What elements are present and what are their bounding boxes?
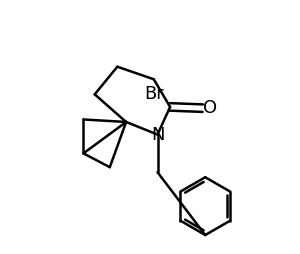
Text: O: O — [203, 99, 218, 117]
Text: Br: Br — [144, 85, 164, 103]
Text: N: N — [151, 125, 164, 144]
